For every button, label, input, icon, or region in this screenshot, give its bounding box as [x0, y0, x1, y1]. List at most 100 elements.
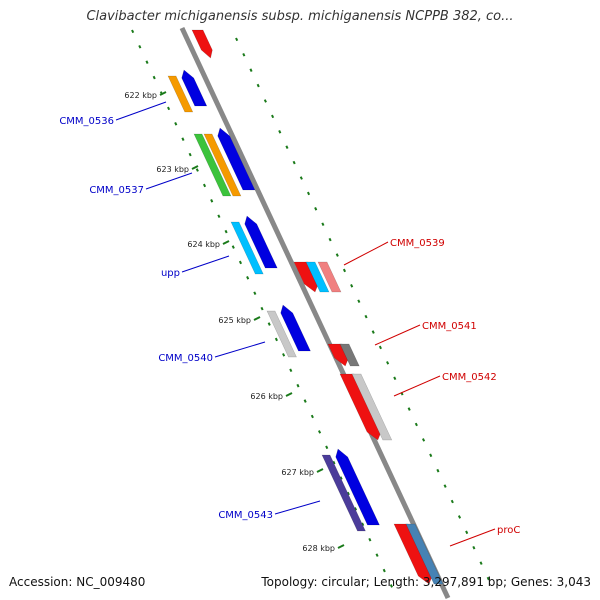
gene-forward-segment	[335, 448, 380, 526]
gene-forward-segment	[203, 133, 242, 197]
kbp-tick-mark	[337, 544, 345, 549]
tick-track-left	[296, 383, 300, 388]
tick-track-left	[353, 507, 358, 511]
kbp-tick-mark	[159, 91, 167, 96]
gene-leader-forward	[181, 255, 230, 273]
tick-track-right	[278, 130, 282, 134]
gene-forward-segment	[280, 304, 311, 352]
gene-label-forward: CMM_0537	[89, 185, 144, 196]
kbp-tick-mark	[191, 165, 199, 170]
tick-track-left	[260, 306, 264, 311]
kbp-tick-label: 628 kbp	[302, 544, 335, 553]
tick-track-right	[443, 484, 447, 488]
tick-track-left	[310, 414, 314, 419]
gene-forward-segment	[167, 75, 194, 113]
map-title: Clavibacter michiganensis subsp. michiga…	[86, 9, 514, 24]
gene-forward-segment	[181, 69, 208, 107]
gene-reverse-segment	[293, 261, 319, 293]
kbp-tick-label: 624 kbp	[187, 240, 220, 249]
tick-track-left	[253, 291, 257, 296]
backbone-line	[179, 26, 451, 600]
gene-reverse-segment	[351, 373, 393, 441]
kbp-tick-label: 622 kbp	[124, 91, 157, 100]
tick-track-left	[274, 337, 278, 342]
kbp-tick-mark	[253, 316, 261, 321]
tick-track-left	[174, 122, 178, 126]
gene-reverse-segment	[393, 523, 433, 585]
tick-track-right	[479, 561, 483, 565]
tick-track-left	[202, 183, 207, 188]
tick-track-right	[429, 453, 433, 458]
tick-track-left	[325, 445, 329, 450]
kbp-tick-mark	[222, 240, 230, 245]
gene-reverse-segment	[305, 261, 330, 293]
tick-track-left	[289, 368, 293, 373]
gene-leader-forward	[115, 101, 167, 121]
summary-text: Topology: circular; Length: 3,297,891 bp…	[261, 575, 591, 589]
kbp-tick-label: 626 kbp	[250, 392, 283, 401]
tick-track-left	[231, 245, 235, 249]
kbp-tick-label: 627 kbp	[281, 468, 314, 477]
tick-track-right	[407, 407, 411, 411]
tick-track-right	[457, 515, 462, 519]
tick-track-left	[224, 229, 228, 234]
tick-track-left	[188, 152, 192, 157]
gene-label-reverse: proC	[497, 525, 520, 536]
kbp-tick-mark	[316, 468, 324, 473]
tick-track-right	[235, 37, 239, 42]
tick-track-left	[138, 44, 142, 49]
tick-track-right	[371, 330, 375, 334]
gene-leader-reverse	[393, 375, 441, 397]
tick-track-left	[303, 399, 307, 403]
tick-track-right	[263, 99, 267, 103]
tick-track-left	[332, 460, 336, 465]
tick-track-right	[357, 299, 361, 304]
tick-track-right	[292, 160, 296, 165]
gene-label-forward: CMM_0536	[59, 116, 114, 127]
tick-track-right	[386, 361, 390, 365]
gene-leader-forward	[214, 341, 266, 358]
gene-top-partial	[191, 29, 213, 59]
gene-forward-segment	[244, 215, 278, 269]
gene-label-forward: CMM_0543	[218, 510, 273, 521]
tick-track-left	[267, 322, 271, 326]
tick-track-left	[339, 476, 343, 480]
gene-forward-segment	[266, 310, 297, 358]
gene-leader-forward	[274, 500, 321, 515]
tick-track-left	[318, 430, 322, 434]
accession-text: Accession: NC_009480	[9, 575, 146, 589]
tick-track-right	[393, 376, 397, 381]
tick-track-right	[306, 191, 311, 196]
gene-label-forward: upp	[161, 268, 180, 279]
gene-leader-reverse	[374, 324, 421, 346]
gene-forward-segment	[321, 454, 366, 532]
tick-track-left	[375, 553, 379, 557]
tick-track-right	[321, 222, 325, 227]
tick-track-left	[181, 137, 185, 141]
tick-track-left	[361, 522, 365, 527]
gene-label-reverse: CMM_0539	[390, 238, 445, 249]
tick-track-right	[335, 253, 339, 257]
tick-track-left	[238, 260, 243, 265]
gene-reverse-segment	[405, 523, 444, 585]
tick-track-right	[271, 114, 275, 119]
gene-label-forward: CMM_0540	[158, 353, 213, 364]
tick-track-right	[465, 530, 469, 535]
gene-reverse-segment	[339, 373, 382, 441]
tick-track-right	[436, 468, 440, 473]
gene-forward-segment	[193, 133, 232, 197]
tick-track-left	[368, 537, 372, 542]
tick-track-right	[364, 314, 368, 319]
gene-reverse-segment	[317, 261, 342, 293]
tick-track-left	[167, 106, 171, 111]
tick-track-right	[285, 145, 289, 149]
gene-leader-forward	[145, 172, 193, 190]
gene-forward-segment	[217, 127, 256, 191]
gene-reverse-segment	[339, 343, 360, 367]
tick-track-left	[210, 199, 214, 203]
kbp-tick-mark	[285, 392, 293, 397]
tick-track-right	[256, 83, 260, 88]
tick-track-right	[249, 68, 253, 72]
tick-track-right	[422, 438, 426, 442]
